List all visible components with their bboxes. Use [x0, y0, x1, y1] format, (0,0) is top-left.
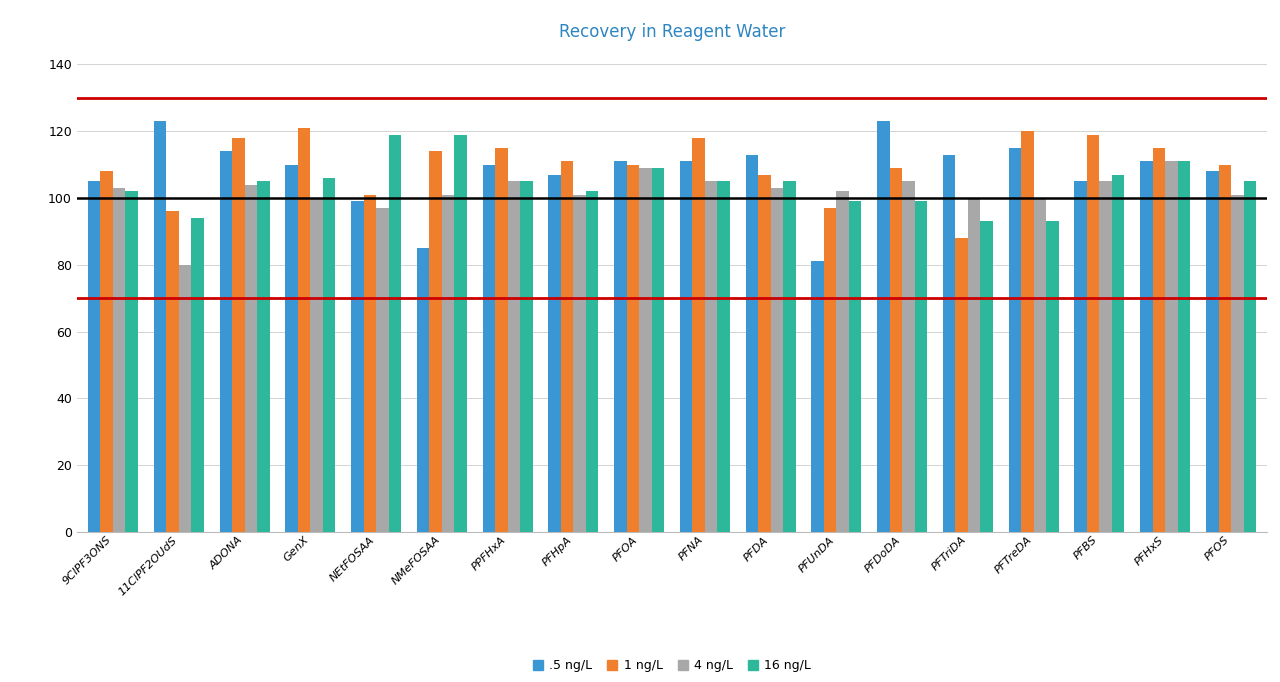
Bar	[1100, 181, 1112, 532]
Bar	[100, 171, 113, 532]
Bar	[351, 201, 364, 532]
Bar	[680, 161, 692, 532]
Bar	[1034, 198, 1046, 532]
Bar	[1140, 161, 1153, 532]
Bar	[508, 181, 520, 532]
Bar	[257, 181, 270, 532]
Bar	[890, 168, 902, 532]
Bar	[943, 155, 955, 532]
Bar	[980, 222, 993, 532]
Bar	[1178, 161, 1190, 532]
Bar	[520, 181, 532, 532]
Bar	[219, 151, 232, 532]
Bar	[561, 161, 573, 532]
Bar	[1021, 131, 1034, 532]
Bar	[1074, 181, 1087, 532]
Bar	[639, 168, 652, 532]
Bar	[771, 188, 783, 532]
Bar	[1009, 148, 1021, 532]
Bar	[244, 185, 257, 532]
Bar	[232, 138, 244, 532]
Bar	[586, 192, 598, 532]
Bar	[849, 201, 861, 532]
Bar	[495, 148, 508, 532]
Bar	[376, 208, 389, 532]
Bar	[705, 181, 717, 532]
Bar	[548, 175, 561, 532]
Bar	[442, 194, 454, 532]
Bar	[1231, 194, 1244, 532]
Bar	[88, 181, 100, 532]
Bar	[154, 121, 166, 532]
Bar	[323, 178, 335, 532]
Bar	[1087, 134, 1100, 532]
Bar	[125, 192, 138, 532]
Bar	[783, 181, 796, 532]
Bar	[1244, 181, 1256, 532]
Bar	[614, 161, 627, 532]
Bar	[915, 201, 927, 532]
Bar	[968, 198, 980, 532]
Bar	[692, 138, 705, 532]
Bar	[113, 188, 125, 532]
Bar	[717, 181, 730, 532]
Bar	[179, 265, 191, 532]
Bar	[483, 164, 495, 532]
Bar	[627, 164, 639, 532]
Bar	[364, 194, 376, 532]
Bar	[454, 134, 467, 532]
Bar	[746, 155, 758, 532]
Bar	[573, 194, 586, 532]
Bar	[285, 164, 298, 532]
Bar	[955, 238, 968, 532]
Bar	[836, 192, 849, 532]
Title: Recovery in Reagent Water: Recovery in Reagent Water	[559, 23, 785, 41]
Bar	[758, 175, 771, 532]
Bar	[429, 151, 442, 532]
Bar	[1153, 148, 1165, 532]
Bar	[1165, 161, 1178, 532]
Bar	[417, 248, 429, 532]
Bar	[1112, 175, 1125, 532]
Bar	[310, 198, 323, 532]
Bar	[166, 211, 179, 532]
Bar	[877, 121, 890, 532]
Bar	[1206, 171, 1219, 532]
Bar	[652, 168, 664, 532]
Bar	[812, 261, 824, 532]
Bar	[191, 218, 204, 532]
Bar	[389, 134, 401, 532]
Bar	[1219, 164, 1231, 532]
Legend: .5 ng/L, 1 ng/L, 4 ng/L, 16 ng/L: .5 ng/L, 1 ng/L, 4 ng/L, 16 ng/L	[529, 654, 817, 677]
Bar	[824, 208, 836, 532]
Bar	[298, 128, 310, 532]
Bar	[902, 181, 915, 532]
Bar	[1046, 222, 1059, 532]
